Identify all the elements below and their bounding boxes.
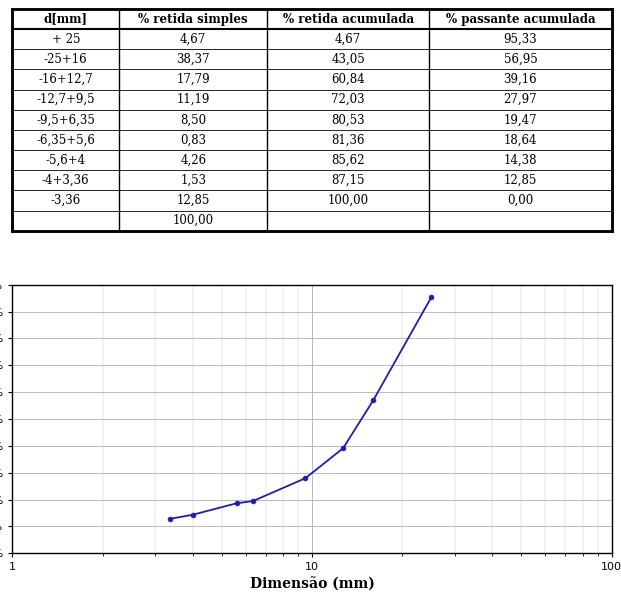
Text: 19,47: 19,47 bbox=[504, 114, 537, 126]
Text: + 25: + 25 bbox=[52, 33, 80, 46]
Text: 0,00: 0,00 bbox=[507, 194, 533, 207]
Text: 100,00: 100,00 bbox=[173, 214, 214, 227]
Text: -6,35+5,6: -6,35+5,6 bbox=[37, 133, 95, 146]
Text: 39,16: 39,16 bbox=[504, 73, 537, 86]
Text: 1,53: 1,53 bbox=[180, 174, 206, 187]
Text: -12,7+9,5: -12,7+9,5 bbox=[37, 93, 95, 106]
X-axis label: Dimensão (mm): Dimensão (mm) bbox=[250, 578, 374, 592]
Text: 43,05: 43,05 bbox=[332, 53, 365, 66]
Text: 17,79: 17,79 bbox=[176, 73, 210, 86]
Text: -5,6+4: -5,6+4 bbox=[46, 154, 86, 167]
Text: 4,26: 4,26 bbox=[180, 154, 206, 167]
Text: d[mm]: d[mm] bbox=[44, 12, 88, 26]
Text: 81,36: 81,36 bbox=[332, 133, 365, 146]
Text: 27,97: 27,97 bbox=[504, 93, 537, 106]
Text: 60,84: 60,84 bbox=[332, 73, 365, 86]
Text: 0,83: 0,83 bbox=[180, 133, 206, 146]
Text: % retida simples: % retida simples bbox=[138, 12, 248, 26]
Text: 38,37: 38,37 bbox=[176, 53, 210, 66]
Text: 72,03: 72,03 bbox=[332, 93, 365, 106]
Text: -25+16: -25+16 bbox=[44, 53, 88, 66]
Text: -9,5+6,35: -9,5+6,35 bbox=[37, 114, 95, 126]
Text: % passante acumulada: % passante acumulada bbox=[446, 12, 596, 26]
Text: -3,36: -3,36 bbox=[51, 194, 81, 207]
Text: 4,67: 4,67 bbox=[335, 33, 361, 46]
Text: -4+3,36: -4+3,36 bbox=[42, 174, 89, 187]
Text: 80,53: 80,53 bbox=[332, 114, 365, 126]
Text: -16+12,7: -16+12,7 bbox=[39, 73, 93, 86]
Text: 100,00: 100,00 bbox=[328, 194, 369, 207]
Text: 12,85: 12,85 bbox=[504, 174, 537, 187]
Text: 8,50: 8,50 bbox=[180, 114, 206, 126]
Text: 56,95: 56,95 bbox=[504, 53, 537, 66]
Text: 85,62: 85,62 bbox=[332, 154, 365, 167]
Text: 14,38: 14,38 bbox=[504, 154, 537, 167]
Text: % retida acumulada: % retida acumulada bbox=[283, 12, 414, 26]
Text: 11,19: 11,19 bbox=[176, 93, 210, 106]
Text: 87,15: 87,15 bbox=[332, 174, 365, 187]
Text: 18,64: 18,64 bbox=[504, 133, 537, 146]
Text: 12,85: 12,85 bbox=[176, 194, 210, 207]
Text: 95,33: 95,33 bbox=[504, 33, 537, 46]
Text: 4,67: 4,67 bbox=[180, 33, 206, 46]
